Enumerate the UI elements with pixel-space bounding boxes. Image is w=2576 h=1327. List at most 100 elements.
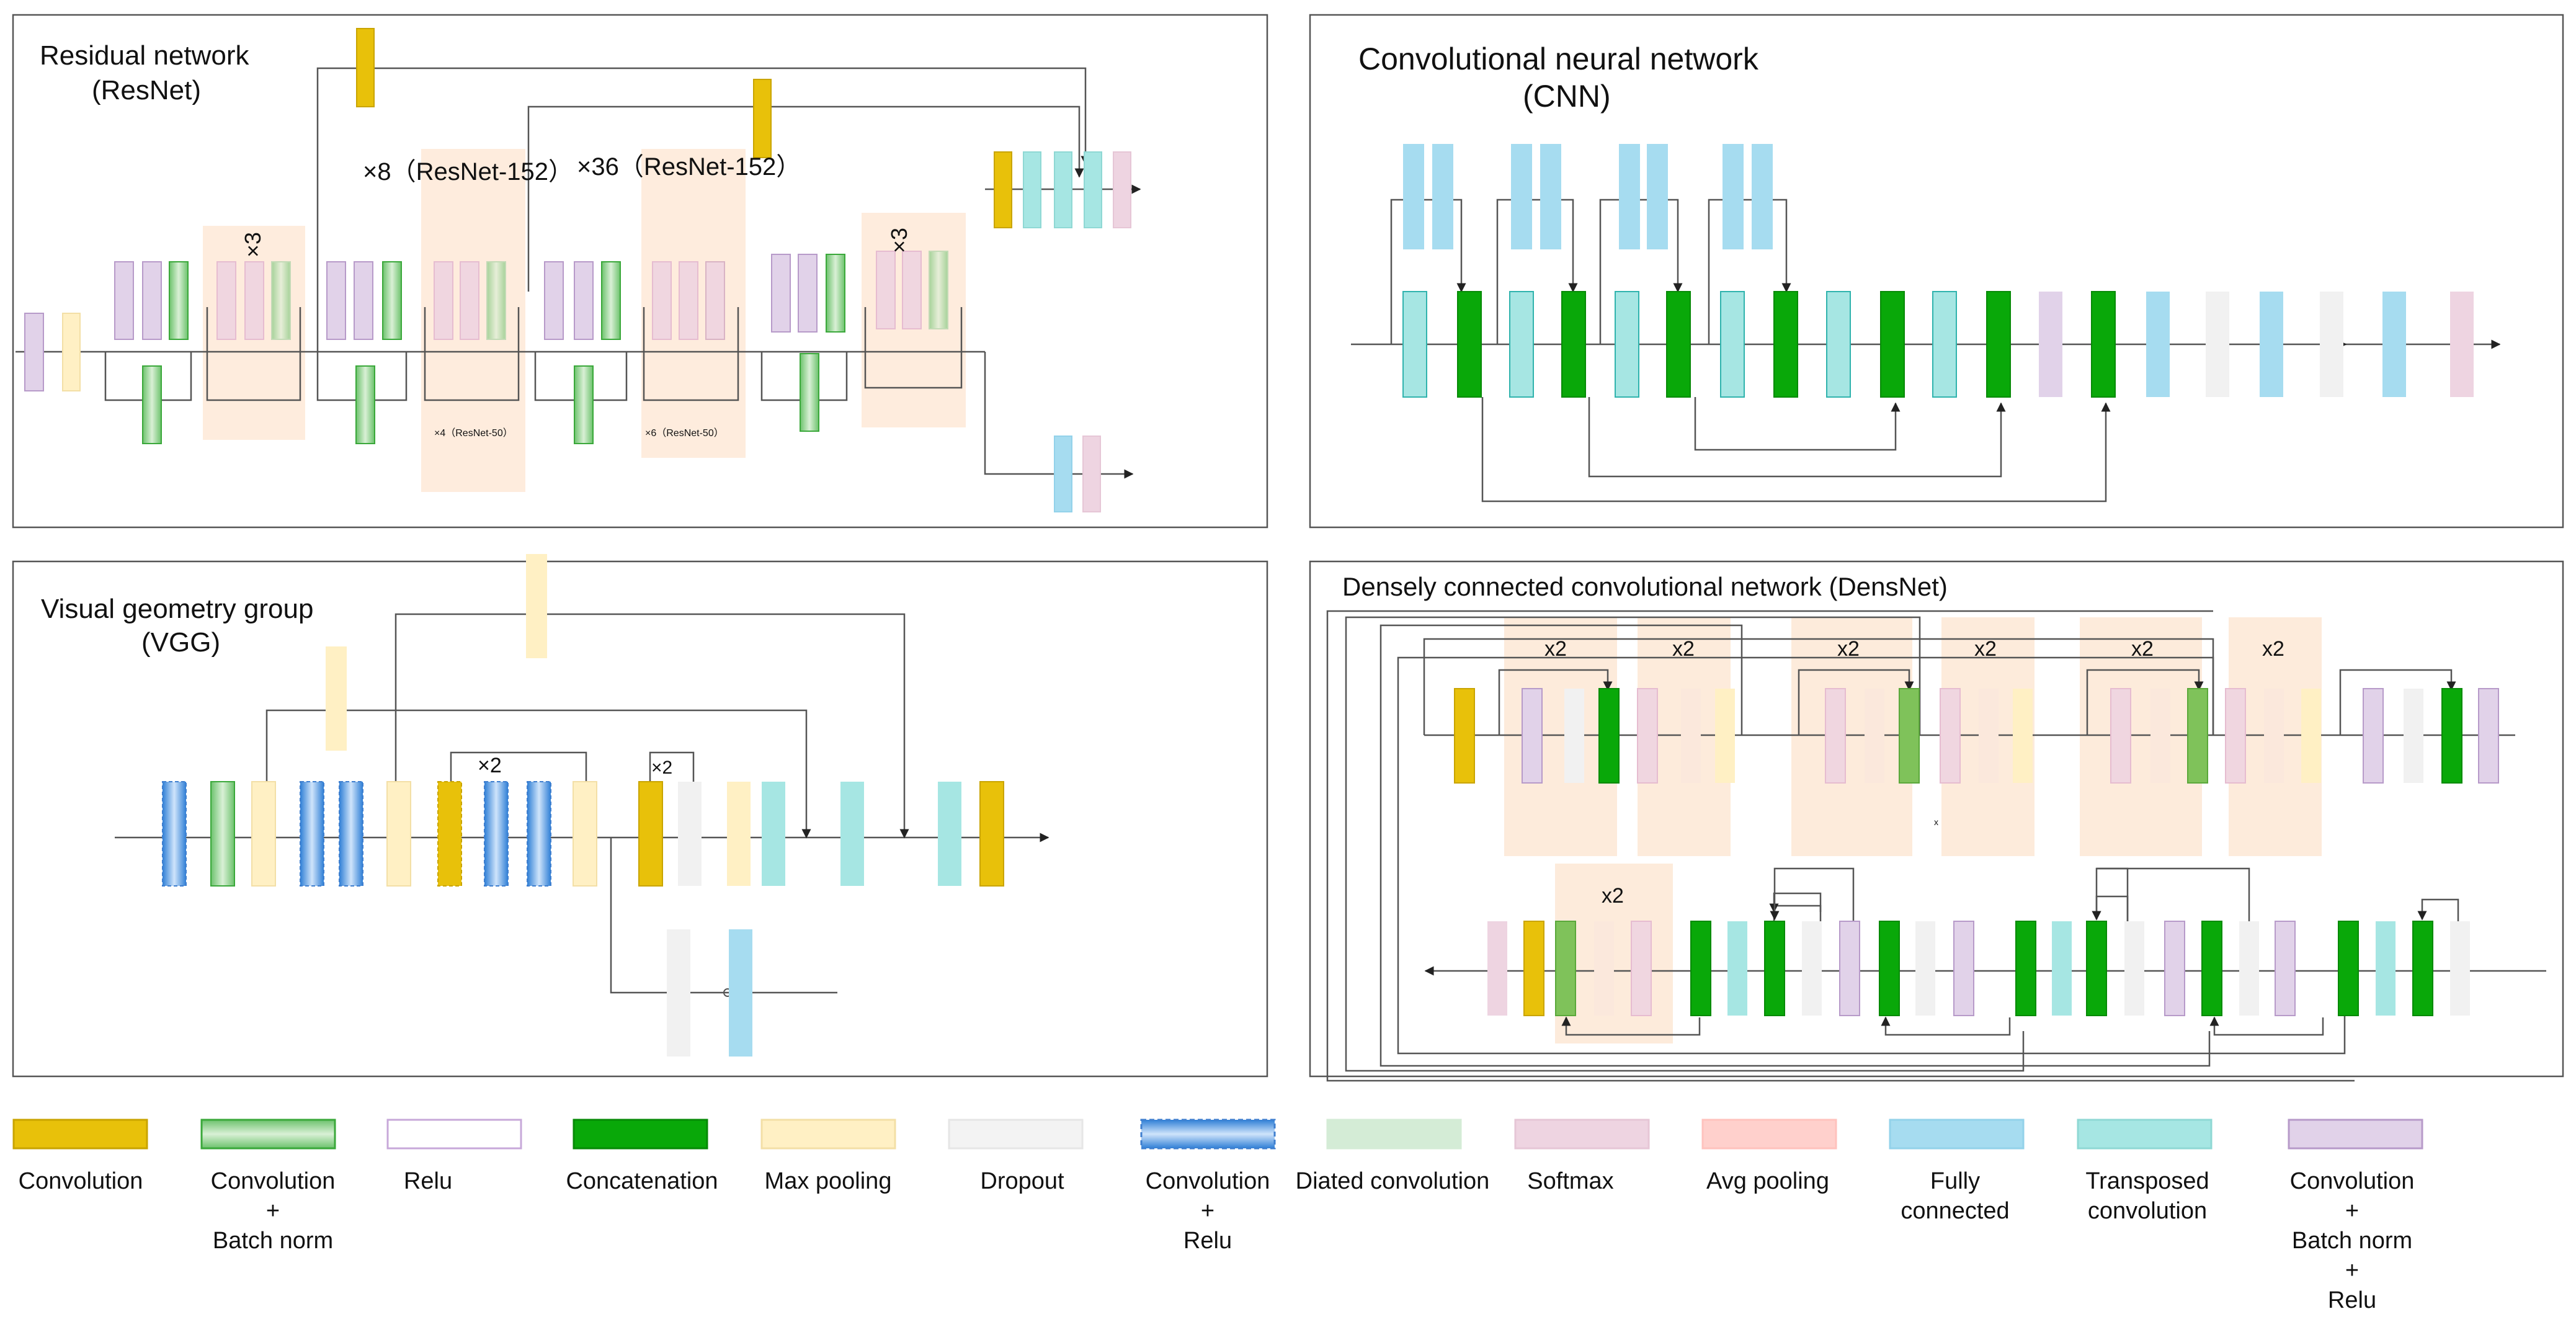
resnet-block-conv xyxy=(753,79,772,158)
resnet-block-convbn xyxy=(800,353,819,432)
resnet-block-transconv xyxy=(1023,151,1041,228)
cnn-block-fc xyxy=(2260,292,2283,397)
legend-label-maxpool: Max pooling xyxy=(765,1168,892,1194)
vgg-block-conv xyxy=(979,781,1004,887)
densenet-block-dropout xyxy=(1979,689,1999,783)
cnn-block-transconv xyxy=(1720,291,1745,398)
densenet-block-transconv xyxy=(2376,921,2396,1016)
resnet-title: Residual network xyxy=(40,40,249,71)
resnet-subtitle: (ResNet) xyxy=(92,75,201,105)
cnn-block-fc xyxy=(1647,144,1668,249)
resnet-rep-d: ×3 xyxy=(886,228,912,253)
cnn-block-fc xyxy=(1619,144,1640,249)
legend-swatch-transconv xyxy=(2077,1119,2213,1150)
legend-swatch-convrelu xyxy=(1140,1119,1276,1150)
vgg-block-maxpool xyxy=(526,554,547,658)
resnet-block-cbr xyxy=(798,254,818,333)
densenet-block-concat xyxy=(2338,921,2359,1016)
cnn-block-concat xyxy=(1666,291,1691,398)
densenet-rep: x2 xyxy=(1602,884,1624,908)
densenet-block-maxpool xyxy=(1715,689,1735,783)
cnn-block-fc xyxy=(1403,144,1424,249)
resnet-diagram: ×3 ×8（ResNet-152） ×36（ResNet-152） ×3 ×4（… xyxy=(16,28,1141,512)
resnet-block-convbn xyxy=(486,261,506,340)
densenet-mark: x xyxy=(1934,817,1938,827)
cnn-block-concat xyxy=(2091,291,2116,398)
vgg-rep-a: ×2 xyxy=(478,754,502,777)
legend-swatch-relu xyxy=(386,1119,522,1150)
legend-swatch-maxpool xyxy=(760,1119,896,1150)
cnn-block-dropout xyxy=(2206,292,2229,397)
cnn-block-concat xyxy=(1457,291,1482,398)
densenet-block-concat xyxy=(2086,921,2107,1016)
resnet-block-convbn xyxy=(929,251,948,329)
legend-label-cbr: Convolution + Batch norm + Relu xyxy=(2290,1168,2415,1313)
cnn-diagram xyxy=(1351,144,2501,503)
resnet-note-b: ×6（ResNet-50） xyxy=(645,427,724,439)
densenet-block-concat xyxy=(2412,921,2433,1016)
densenet-rep: x2 xyxy=(1837,637,1860,661)
resnet-block-cbr xyxy=(434,261,453,340)
densenet-block-concat xyxy=(2187,688,2208,784)
cnn-block-softmax xyxy=(2450,292,2474,397)
densenet-block-dropout xyxy=(2150,689,2170,783)
cnn-block-concat xyxy=(1880,291,1905,398)
resnet-block-softmax xyxy=(1113,151,1131,228)
vgg-block-transconv xyxy=(938,782,961,886)
densenet-block-concat xyxy=(1899,688,1920,784)
densenet-block-conv xyxy=(1454,688,1475,784)
legend-label-convbn: Convolution + Batch norm xyxy=(211,1168,336,1254)
legend-label-transconv: Transposed convolution xyxy=(2085,1168,2209,1224)
vgg-block-maxpool xyxy=(727,782,751,886)
vgg-title: Visual geometry group xyxy=(41,594,313,624)
resnet-block-softmax xyxy=(1082,436,1101,512)
vgg-block-dropout xyxy=(667,929,690,1057)
resnet-block-cbr xyxy=(679,261,698,340)
cnn-subtitle: (CNN) xyxy=(1523,79,1611,114)
densenet-block-cbr xyxy=(1522,688,1543,784)
densenet-rep: x2 xyxy=(2262,637,2284,661)
legend-label-conv: Convolution xyxy=(19,1168,143,1194)
densenet-block-transconv xyxy=(2052,921,2072,1016)
resnet-block-cbr xyxy=(771,254,791,333)
densenet-block-dropout xyxy=(1915,921,1935,1016)
legend-swatch-concat xyxy=(573,1119,708,1150)
densenet-block-dropout xyxy=(2239,921,2259,1016)
cnn-block-concat xyxy=(1773,291,1798,398)
densenet-block-dropout xyxy=(2264,689,2284,783)
vgg-block-conv xyxy=(437,781,462,887)
resnet-rep-c: ×36（ResNet-152） xyxy=(577,153,801,181)
legend-label-dropout: Dropout xyxy=(980,1168,1064,1194)
densenet-block-concat xyxy=(2201,921,2222,1016)
densenet-block-dropout xyxy=(2450,921,2470,1016)
resnet-rep-a: ×3 xyxy=(240,232,265,257)
legend-swatch-fc xyxy=(1889,1119,2025,1150)
densenet-rep: x2 xyxy=(1974,637,1997,661)
resnet-rep-b: ×8（ResNet-152） xyxy=(363,158,573,185)
vgg-block-convrelu xyxy=(339,781,363,887)
legend-label-concat: Concatenation xyxy=(566,1168,718,1194)
resnet-block-fc xyxy=(1054,436,1072,512)
densenet-block-softmax xyxy=(1487,921,1507,1016)
vgg-block-maxpool xyxy=(251,781,276,887)
cnn-block-concat xyxy=(1561,291,1586,398)
resnet-block-convbn xyxy=(826,254,845,333)
cnn-block-transconv xyxy=(1615,291,1639,398)
legend-swatch-convbn xyxy=(200,1119,336,1150)
densenet-rep: x2 xyxy=(2131,637,2154,661)
resnet-block-cbr xyxy=(24,313,44,391)
resnet-block-cbr xyxy=(544,261,564,340)
legend-label-softmax: Softmax xyxy=(1527,1168,1613,1194)
cnn-block-fc xyxy=(2146,292,2170,397)
legend-label-avgpool: Avg pooling xyxy=(1706,1168,1829,1194)
cnn-block-transconv xyxy=(1509,291,1534,398)
cnn-block-fc xyxy=(1723,144,1744,249)
panel-resnet-frame xyxy=(12,14,1268,529)
densenet-block-concat xyxy=(1690,921,1711,1016)
vgg-rep-b: ×2 xyxy=(651,757,672,778)
resnet-block-conv xyxy=(356,28,375,107)
cnn-block-dropout xyxy=(2320,292,2343,397)
vgg-block-maxpool xyxy=(326,646,347,751)
resnet-block-cbr xyxy=(652,261,672,340)
